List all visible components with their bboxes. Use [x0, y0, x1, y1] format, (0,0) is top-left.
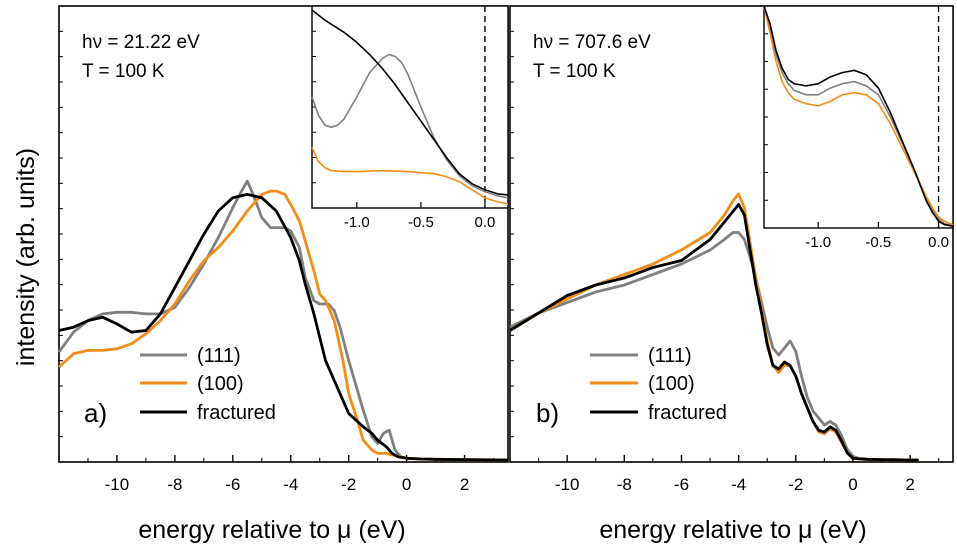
- panel-a-condition-temperature: T = 100 K: [82, 61, 165, 82]
- panel-b: -10 -8 -6 -4 -2 0 2 hν = 707.6 eV T = 100 K b)…: [509, 5, 954, 544]
- panel-a-x-ticks: -10 -8 -6 -4 -2 0 2: [58, 30, 495, 494]
- panel-a-inset-tick-label: -1.0: [344, 214, 370, 231]
- panel-b-legend-label-111: (111): [648, 345, 692, 367]
- panel-a-inset: -1.0 -0.5 0.0: [311, 5, 509, 231]
- panel-b-inset-frame: [763, 5, 954, 229]
- panel-a-x-tick-label: -4: [283, 475, 298, 494]
- panel-b-legend: (111) (100) fractured: [590, 345, 727, 424]
- panel-b-legend-label-fractured: fractured: [648, 402, 727, 424]
- panel-a-x-tick-label: -8: [167, 475, 182, 494]
- panel-b-inset-ticks: -1.0 -0.5 0.0: [764, 6, 949, 251]
- panel-b-series-111: [509, 231, 919, 462]
- panel-b-lines: [509, 192, 919, 462]
- panel-a-inset-series-100: [311, 147, 509, 205]
- panel-b-inset-series-111: [763, 5, 954, 227]
- panel-a: -10 -8 -6 -4 -2 0 2 hν = 21.22 eV T = 100 K a)…: [57, 5, 509, 544]
- panel-a-legend-label-fractured: fractured: [197, 402, 276, 424]
- panel-b-x-tick-label: -10: [555, 475, 580, 494]
- panel-a-series-100: [58, 189, 509, 462]
- panel-b-series-fractured: [509, 203, 919, 462]
- panel-b-legend-label-100: (100): [648, 373, 695, 395]
- panel-a-x-tick-label: 0: [402, 475, 411, 494]
- panel-a-legend: (111) (100) fractured: [140, 345, 276, 424]
- panel-b-x-tick-label: -8: [617, 475, 632, 494]
- panel-b-x-axis-label: energy relative to μ (eV): [599, 516, 866, 544]
- panel-a-series-fractured: [58, 193, 509, 462]
- panel-a-legend-label-111: (111): [197, 345, 241, 367]
- panel-b-inset-tick-label: 0.0: [928, 234, 949, 251]
- panel-a-legend-label-100: (100): [197, 373, 244, 395]
- panel-a-tag: a): [84, 398, 107, 428]
- panel-b-inset-lines: [763, 5, 954, 227]
- panel-a-inset-ticks: -1.0 -0.5 0.0: [312, 6, 495, 231]
- panel-b-x-ticks: -10 -8 -6 -4 -2 0 2: [509, 30, 940, 494]
- panel-b-inset: -1.0 -0.5 0.0: [763, 5, 954, 251]
- panel-a-inset-tick-label: -0.5: [408, 214, 434, 231]
- panel-b-tag: b): [536, 398, 559, 428]
- panel-b-inset-series-fractured: [763, 5, 954, 227]
- panel-a-inset-series-111: [311, 53, 509, 199]
- panel-a-inset-lines: [311, 9, 509, 205]
- panel-a-condition-energy: hν = 21.22 eV: [82, 32, 200, 53]
- panel-b-condition-energy: hν = 707.6 eV: [533, 32, 651, 53]
- panel-a-inset-series-fractured: [311, 9, 509, 196]
- panel-b-x-tick-label: 2: [905, 475, 914, 494]
- panel-b-inset-series-100: [763, 5, 954, 226]
- panel-a-x-tick-label: -2: [341, 475, 356, 494]
- panel-a-lines: [57, 179, 509, 462]
- panel-a-series-111: [57, 179, 509, 462]
- panel-b-inset-tick-label: -0.5: [865, 234, 891, 251]
- panel-b-x-tick-label: -4: [731, 475, 746, 494]
- panel-a-x-tick-label: -6: [225, 475, 240, 494]
- panel-b-x-tick-label: 0: [848, 475, 857, 494]
- y-axis-label: intensity (arb. units): [12, 148, 40, 366]
- panel-a-x-tick-label: -10: [105, 475, 130, 494]
- panel-a-inset-tick-label: 0.0: [475, 214, 496, 231]
- panel-b-condition-temperature: T = 100 K: [533, 61, 616, 82]
- panel-b-x-tick-label: -6: [674, 475, 689, 494]
- panel-b-inset-tick-label: -1.0: [805, 234, 831, 251]
- panel-a-x-tick-label: 2: [460, 475, 469, 494]
- panel-a-x-axis-label: energy relative to μ (eV): [138, 516, 405, 544]
- panel-b-x-tick-label: -2: [788, 475, 803, 494]
